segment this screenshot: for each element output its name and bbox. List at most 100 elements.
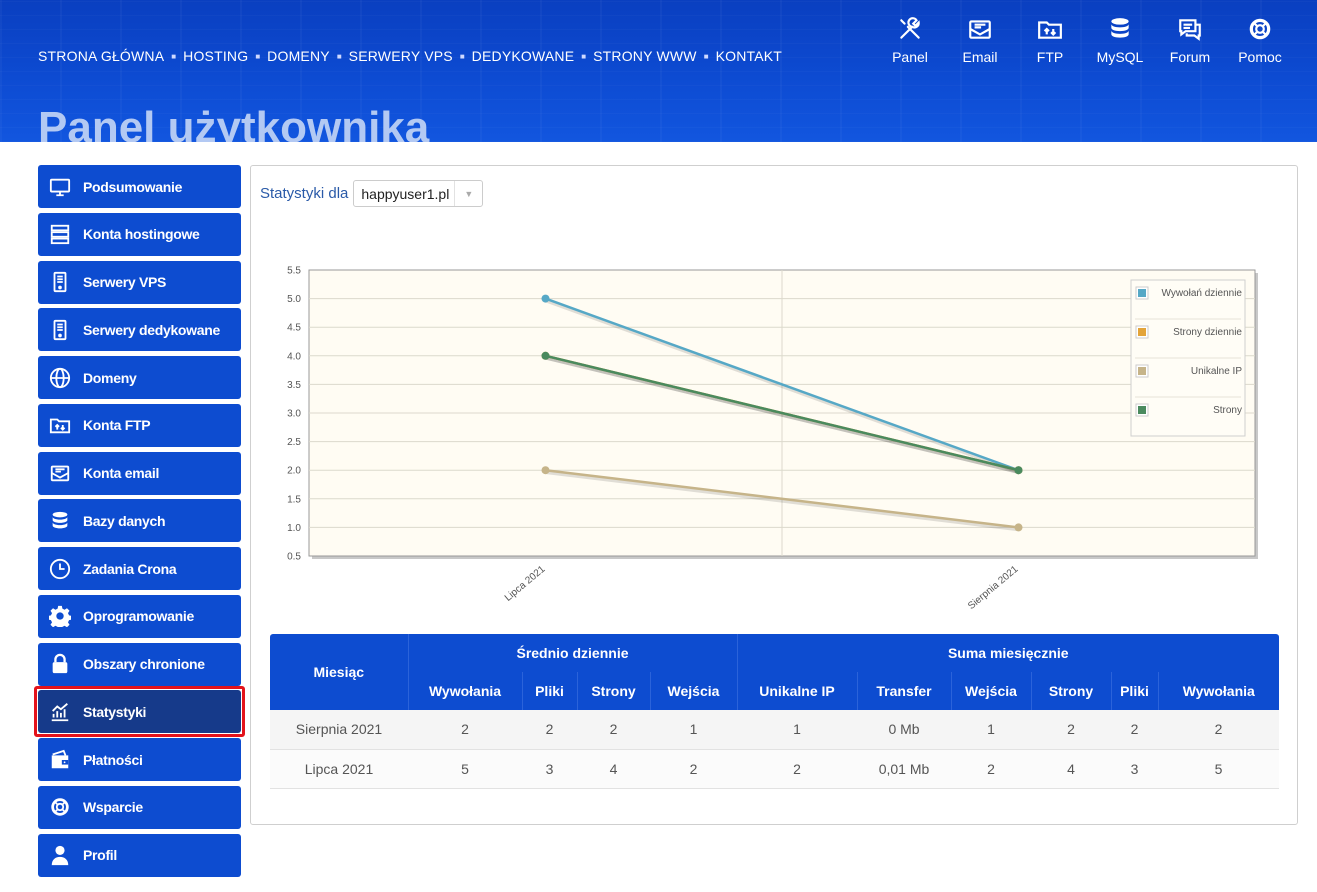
sidebar-item-payments[interactable]: Płatności bbox=[38, 738, 241, 781]
user-icon bbox=[48, 843, 72, 867]
sidebar-item-label: Konta FTP bbox=[83, 417, 151, 434]
sidebar-item-hosting-accounts[interactable]: Konta hostingowe bbox=[38, 212, 241, 256]
table-cell: 2 bbox=[577, 710, 650, 750]
shortcut-mysql[interactable]: MySQL bbox=[1085, 16, 1155, 65]
gear-icon bbox=[48, 604, 72, 628]
y-tick-label: 5.5 bbox=[287, 266, 301, 277]
sidebar: Podsumowanie Konta hostingowe Serwery VP… bbox=[34, 165, 245, 881]
nav-separator: ■ bbox=[459, 51, 465, 61]
domain-select-value: happyuser1.pl bbox=[361, 185, 450, 202]
chevron-down-icon: ▼ bbox=[454, 181, 482, 206]
table-cell: 2 bbox=[1111, 710, 1158, 750]
sidebar-item-email[interactable]: Konta email bbox=[38, 451, 241, 495]
series-line bbox=[545, 468, 1019, 529]
col-daily-pages: Strony bbox=[577, 672, 651, 710]
statistics-table: Miesiąc Średnio dziennie Suma miesięczni… bbox=[270, 634, 1279, 789]
sidebar-item-label: Oprogramowanie bbox=[83, 608, 194, 625]
domain-select[interactable]: happyuser1.pl ▼ bbox=[353, 180, 484, 207]
shortcut-help[interactable]: Pomoc bbox=[1225, 16, 1295, 65]
table-cell: 4 bbox=[577, 749, 650, 789]
x-tick-label: Sierpnia 2021 bbox=[966, 564, 1021, 612]
shortcut-forum[interactable]: Forum bbox=[1155, 16, 1225, 65]
ftp-folder-icon bbox=[1038, 21, 1062, 39]
col-daily-files: Pliki bbox=[522, 672, 578, 710]
sidebar-item-ftp[interactable]: Konta FTP bbox=[38, 403, 241, 447]
lifebuoy-icon bbox=[48, 795, 72, 819]
col-monthly-files: Pliki bbox=[1111, 672, 1159, 710]
sidebar-item-dedicated[interactable]: Serwery dedykowane bbox=[38, 308, 241, 352]
series-point bbox=[541, 466, 550, 475]
col-monthly-requests: Wywołania bbox=[1158, 672, 1279, 710]
y-tick-label: 2.0 bbox=[287, 466, 301, 477]
database-icon bbox=[1111, 18, 1129, 38]
legend-swatch bbox=[1138, 367, 1146, 375]
nav-websites[interactable]: STRONY WWW bbox=[593, 48, 697, 64]
sidebar-item-label: Płatności bbox=[83, 751, 143, 768]
legend-swatch bbox=[1138, 406, 1146, 414]
col-monthly-unique-ip: Unikalne IP bbox=[737, 672, 858, 710]
sidebar-item-software[interactable]: Oprogramowanie bbox=[38, 594, 241, 638]
table-cell: 0 Mb bbox=[857, 710, 951, 750]
nav-separator: ■ bbox=[255, 51, 261, 61]
sidebar-item-label: Statystyki bbox=[83, 703, 147, 720]
y-tick-label: 2.5 bbox=[287, 437, 301, 448]
nav-home[interactable]: STRONA GŁÓWNA bbox=[38, 48, 165, 64]
monitor-icon bbox=[48, 175, 72, 199]
sidebar-item-domains[interactable]: Domeny bbox=[38, 356, 241, 399]
sidebar-item-label: Serwery dedykowane bbox=[83, 321, 220, 338]
table-cell: 3 bbox=[1111, 749, 1158, 789]
nav-separator: ■ bbox=[171, 51, 177, 61]
series-line bbox=[545, 354, 1019, 472]
sidebar-item-label: Domeny bbox=[83, 369, 137, 386]
table-row: Lipca 2021 5 3 4 2 2 0,01 Mb 2 4 3 5 bbox=[270, 749, 1279, 789]
sidebar-item-support[interactable]: Wsparcie bbox=[38, 785, 241, 829]
col-month: Miesiąc bbox=[270, 634, 409, 710]
sidebar-item-statistics[interactable]: Statystyki bbox=[34, 686, 245, 738]
sidebar-item-label: Konta email bbox=[83, 465, 160, 481]
table-cell: Lipca 2021 bbox=[270, 749, 408, 789]
sidebar-item-summary[interactable]: Podsumowanie bbox=[38, 165, 241, 208]
sidebar-item-protected-areas[interactable]: Obszary chronione bbox=[38, 642, 241, 686]
series-point bbox=[541, 294, 550, 303]
y-tick-label: 4.0 bbox=[287, 351, 301, 362]
shortcut-panel[interactable]: Panel bbox=[875, 16, 945, 65]
sidebar-item-databases[interactable]: Bazy danych bbox=[38, 499, 241, 543]
shortcut-label: Email bbox=[962, 49, 998, 65]
y-tick-label: 5.0 bbox=[287, 294, 301, 305]
shortcut-label: Pomoc bbox=[1238, 49, 1282, 65]
sidebar-item-profile[interactable]: Profil bbox=[38, 833, 241, 877]
series-point bbox=[541, 351, 550, 360]
shortcut-label: Panel bbox=[892, 49, 928, 65]
page-title: Panel użytkownika bbox=[38, 103, 430, 142]
group-monthly: Suma miesięcznie bbox=[737, 634, 1279, 672]
shortcut-ftp[interactable]: FTP bbox=[1015, 16, 1085, 65]
table-cell: 3 bbox=[522, 749, 577, 789]
table-cell: 2 bbox=[1031, 710, 1111, 750]
series-point bbox=[1014, 523, 1023, 532]
clock-icon bbox=[48, 557, 72, 581]
table-cell: 2 bbox=[408, 710, 522, 750]
nav-domains[interactable]: DOMENY bbox=[267, 48, 330, 64]
table-cell: 1 bbox=[951, 710, 1031, 750]
table-cell: 1 bbox=[650, 710, 737, 750]
nav-separator: ■ bbox=[703, 51, 709, 61]
chart-svg: 0.5 1.0 1.5 2.0 2.5 3.0 3.5 4.0 4.5 5.0 5.5 Lipca 2… bbox=[287, 266, 1258, 612]
table-row: Sierpnia 2021 2 2 2 1 1 0 Mb 1 2 2 2 bbox=[270, 710, 1279, 750]
stats-label: Statystyki dla bbox=[260, 185, 349, 202]
tools-icon bbox=[900, 17, 920, 39]
nav-hosting[interactable]: HOSTING bbox=[183, 48, 249, 64]
table-cell: 2 bbox=[650, 749, 737, 789]
nav-dedicated[interactable]: DEDYKOWANE bbox=[471, 48, 575, 64]
header-shortcuts: Panel Email FTP MySQL Forum bbox=[875, 16, 1295, 65]
y-tick-label: 3.0 bbox=[287, 409, 301, 420]
series-line-shadow bbox=[545, 298, 1021, 475]
sidebar-item-vps[interactable]: Serwery VPS bbox=[38, 260, 241, 304]
shortcut-email[interactable]: Email bbox=[945, 16, 1015, 65]
table-cell: 4 bbox=[1031, 749, 1111, 789]
legend-label: Wywołań dziennie bbox=[1161, 288, 1242, 299]
nav-contact[interactable]: KONTAKT bbox=[715, 48, 783, 64]
col-daily-visits: Wejścia bbox=[650, 672, 738, 710]
sidebar-item-cron[interactable]: Zadania Crona bbox=[38, 547, 241, 590]
nav-vps[interactable]: SERWERY VPS bbox=[348, 48, 453, 64]
legend-label: Strony dziennie bbox=[1173, 327, 1242, 338]
